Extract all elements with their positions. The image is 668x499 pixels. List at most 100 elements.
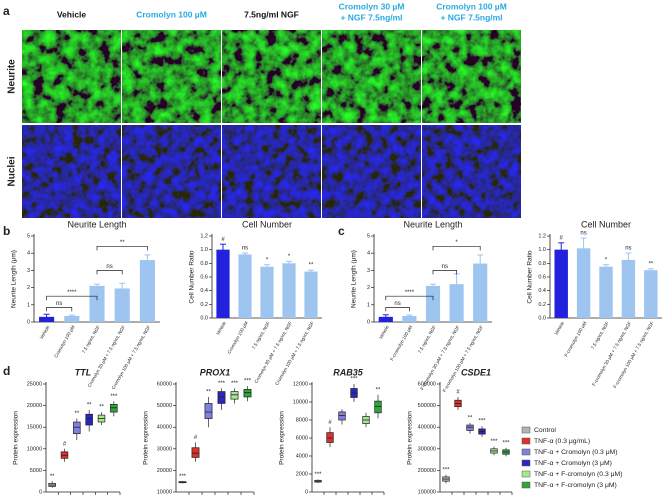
y-tick-label: 30000 [157, 446, 172, 452]
significance: ** [87, 402, 92, 408]
significance: *** [244, 379, 252, 385]
bracket [96, 270, 123, 275]
bar [554, 249, 568, 318]
micrograph [122, 125, 221, 218]
significance: *** [218, 381, 226, 387]
bar [114, 288, 130, 322]
y-tick-label: 0.6 [538, 274, 546, 280]
micrograph [322, 30, 421, 123]
legend-swatch [521, 426, 531, 434]
box [230, 391, 239, 400]
y-tick-label: 12000 [293, 381, 308, 387]
bar [238, 254, 252, 318]
chart-title: Cell Number [581, 219, 631, 229]
y-tick-label: 40000 [157, 425, 172, 431]
y-tick-label: 4 [367, 251, 370, 257]
y-tick-label: 5000 [30, 468, 42, 474]
chart-title: Neurite Length [67, 219, 126, 229]
significance: # [560, 235, 564, 241]
box [243, 389, 252, 398]
bracket [46, 295, 98, 301]
y-tick-label: 1.2 [200, 233, 208, 239]
legend-label: TNF-α (0.3 μg/mL) [534, 438, 590, 445]
significance: ** [376, 387, 381, 393]
y-axis-label: Cell Number Ratio [527, 250, 534, 303]
y-tick-label: 0.8 [538, 261, 546, 267]
bar [576, 248, 591, 318]
y-tick-label: 0.0 [538, 315, 546, 321]
box [85, 413, 93, 426]
y-tick-label: 0 [27, 319, 30, 325]
significance: * [266, 257, 269, 263]
column-header: + NGF 7.5ng/ml [440, 12, 502, 22]
bar [644, 270, 658, 318]
bracket [96, 245, 148, 251]
column-header: 7.5ng/ml NGF [244, 9, 299, 19]
bracket [385, 295, 434, 301]
legend-label: TNF-α + F-cromolyn (3 μM) [534, 482, 617, 489]
legend-swatch [521, 448, 531, 456]
significance: ** [468, 415, 473, 421]
significance: *** [442, 467, 450, 473]
micrograph [22, 30, 121, 123]
y-tick-label: 60000 [157, 381, 172, 387]
bracket-label: ** [120, 240, 125, 246]
significance: # [221, 237, 225, 243]
y-tick-label: 50000 [157, 403, 172, 409]
y-tick-label: 0.6 [200, 274, 208, 280]
y-tick-label: 15000 [27, 425, 42, 431]
x-tick-label: Vehicle [378, 324, 390, 340]
y-tick-label: 20000 [157, 468, 172, 474]
y-tick-label: 0 [305, 489, 308, 495]
y-tick-label: 0.2 [200, 302, 208, 308]
row-label: Nuclei [7, 156, 18, 186]
chart-title: RAB35 [333, 367, 364, 377]
y-tick-label: 0.4 [200, 288, 208, 294]
y-tick-label: 0.8 [200, 261, 208, 267]
significance: ** [648, 261, 653, 267]
y-tick-label: 600000 [418, 381, 436, 387]
box [191, 447, 200, 458]
y-tick-label: 3 [367, 268, 370, 274]
chart-title: CSDE1 [461, 367, 491, 377]
x-tick-label: Vehicle [553, 320, 565, 336]
bracket-label: **** [405, 290, 415, 296]
y-axis-label: Protein expression [13, 411, 20, 465]
bar [402, 315, 417, 322]
y-tick-label: 25000 [27, 381, 42, 387]
box [374, 400, 382, 414]
micrograph [122, 30, 221, 123]
significance: ** [309, 263, 314, 269]
micrographs [22, 30, 521, 218]
bar [425, 285, 441, 322]
panel-label: d [3, 364, 10, 378]
y-tick-label: 500000 [418, 403, 436, 409]
y-tick-label: 10000 [157, 489, 172, 495]
bracket-label: ns [442, 264, 448, 270]
significance: # [328, 420, 332, 426]
bar [473, 263, 488, 322]
bar [260, 266, 274, 318]
column-header: Cromolyn 30 µM [339, 1, 405, 11]
legend-swatch [521, 459, 531, 467]
significance: # [456, 390, 460, 396]
legend-swatch [521, 437, 531, 445]
y-tick-label: 2 [367, 285, 370, 291]
bracket-label: **** [67, 290, 77, 296]
y-tick-label: 1.2 [538, 233, 546, 239]
y-tick-label: 10000 [293, 399, 308, 405]
chart-title: PROX1 [200, 367, 231, 377]
significance: *** [179, 474, 187, 480]
y-tick-label: 0 [39, 489, 42, 495]
x-tick-label: Vehicle [39, 324, 51, 340]
legend-label: TNF-α + Cromolyn (0.3 μM) [534, 449, 618, 456]
y-axis-label: Protein expression [143, 411, 150, 465]
y-tick-label: 20000 [27, 403, 42, 409]
micrograph [222, 30, 321, 123]
bracket [432, 245, 481, 251]
x-tick-label: Vehicle [215, 320, 227, 336]
row-label: Neurite [7, 59, 18, 94]
y-tick-label: 0.0 [200, 315, 208, 321]
bracket [46, 307, 73, 312]
y-tick-label: 10000 [27, 446, 42, 452]
